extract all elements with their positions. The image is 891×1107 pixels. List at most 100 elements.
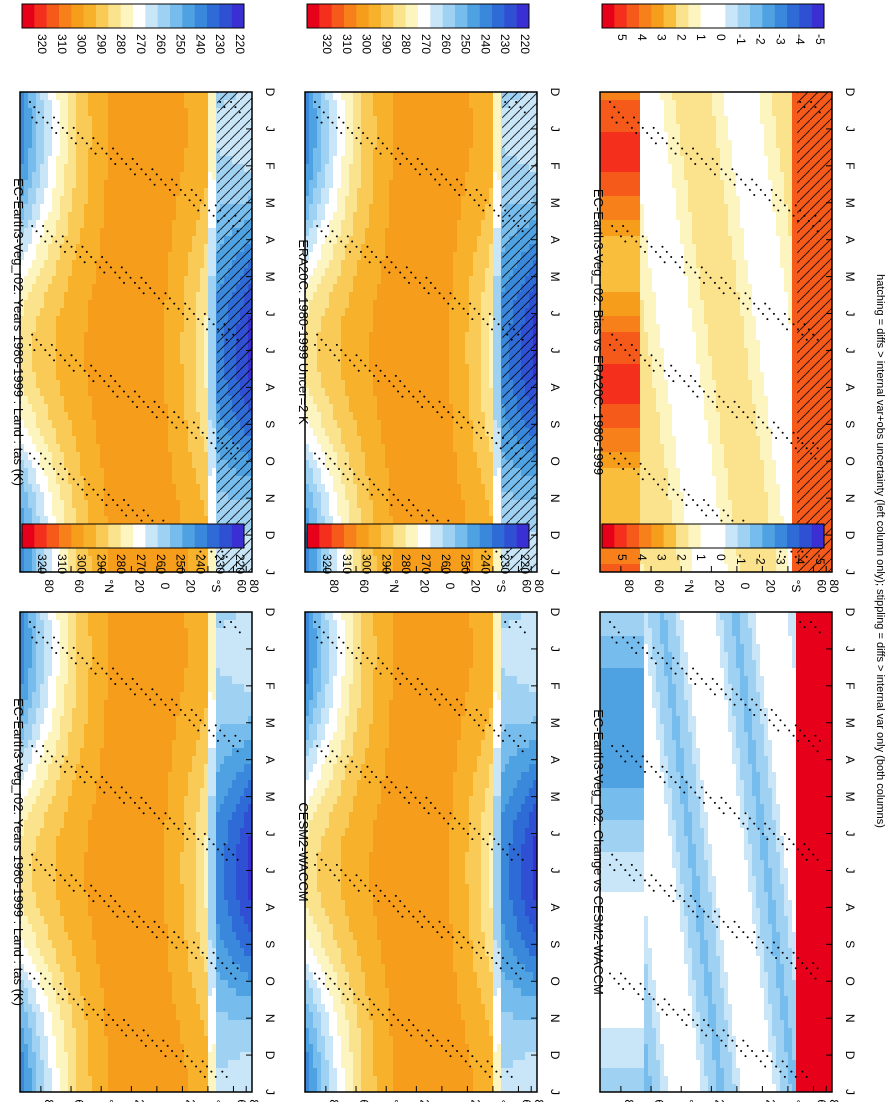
- map-tl: [20, 92, 252, 572]
- map-cell: [140, 332, 144, 340]
- map-cell: [36, 652, 40, 660]
- map-cell: [56, 804, 60, 812]
- map-cell: [212, 484, 216, 492]
- map-cell: [88, 916, 92, 924]
- map-cell: [72, 268, 76, 276]
- map-cell: [200, 356, 204, 364]
- map-cell: [56, 244, 60, 252]
- map-cell: [84, 292, 88, 300]
- map-cell: [176, 284, 180, 292]
- map-cell: [24, 108, 28, 116]
- map-cell: [72, 204, 76, 212]
- map-cell: [196, 444, 200, 452]
- map-cell: [192, 180, 196, 188]
- map-cell: [84, 940, 88, 948]
- stipple-dot: [197, 210, 199, 212]
- map-cell: [212, 356, 216, 364]
- map-cell: [44, 716, 48, 724]
- map-cell: [136, 140, 140, 148]
- map-cell: [168, 340, 172, 348]
- map-cell: [52, 612, 56, 620]
- map-cell: [96, 308, 100, 316]
- map-cell: [188, 220, 192, 228]
- map-cell: [212, 196, 216, 204]
- map-cell: [28, 884, 32, 892]
- map-cell: [116, 316, 120, 324]
- map-cell: [116, 332, 120, 340]
- map-cell: [164, 324, 168, 332]
- stipple-dot: [156, 416, 158, 418]
- panels: 3203103002902802702602502402302208060°N2…: [11, 4, 857, 1102]
- stipple-dot: [162, 303, 164, 305]
- map-cell: [60, 316, 64, 324]
- map-cell: [72, 1084, 76, 1092]
- map-cell: [48, 180, 52, 188]
- map-cell: [92, 276, 96, 284]
- map-cell: [44, 332, 48, 340]
- map-cell: [124, 236, 128, 244]
- colorbar-swatch: [170, 524, 183, 548]
- map-cell: [152, 284, 156, 292]
- map-cell: [88, 772, 92, 780]
- map-cell: [92, 500, 96, 508]
- map-cell: [64, 1028, 68, 1036]
- map-cell: [180, 204, 184, 212]
- map-cell: [208, 196, 212, 204]
- map-cell: [100, 132, 104, 140]
- map-cell: [88, 188, 92, 196]
- map-cell: [140, 252, 144, 260]
- map-cell: [60, 292, 64, 300]
- map-cell: [48, 1004, 52, 1012]
- stipple-dot: [213, 432, 215, 434]
- map-cell: [208, 244, 212, 252]
- colorbar-swatch: [219, 4, 232, 28]
- map-cell: [48, 932, 52, 940]
- map-cell: [40, 444, 44, 452]
- map-cell: [84, 828, 88, 836]
- map-cell: [32, 764, 36, 772]
- map-cell: [36, 868, 40, 876]
- map-cell: [164, 476, 168, 484]
- map-cell: [184, 356, 188, 364]
- map-cell: [40, 140, 44, 148]
- colorbar-swatch: [121, 524, 134, 548]
- map-cell: [44, 300, 48, 308]
- map-cell: [208, 492, 212, 500]
- map-cell: [176, 292, 180, 300]
- map-cell: [84, 396, 88, 404]
- map-cell: [120, 484, 124, 492]
- map-cell: [92, 300, 96, 308]
- map-cell: [120, 100, 124, 108]
- map-cell: [60, 836, 64, 844]
- map-cell: [52, 156, 56, 164]
- map-cell: [96, 172, 100, 180]
- map-cell: [112, 324, 116, 332]
- map-cell: [40, 964, 44, 972]
- map-cell: [56, 1076, 60, 1084]
- map-cell: [80, 892, 84, 900]
- map-cell: [84, 668, 88, 676]
- map-cell: [76, 308, 80, 316]
- map-cell: [208, 476, 212, 484]
- map-cell: [68, 428, 72, 436]
- map-cell: [120, 500, 124, 508]
- map-cell: [32, 876, 36, 884]
- map-cell: [184, 372, 188, 380]
- map-cell: [168, 92, 172, 100]
- map-cell: [148, 324, 152, 332]
- map-cell: [32, 500, 36, 508]
- map-cell: [92, 1036, 96, 1044]
- map-cell: [128, 164, 132, 172]
- map-cell: [44, 708, 48, 716]
- map-cell: [184, 108, 188, 116]
- map-cell: [176, 436, 180, 444]
- map-cell: [68, 716, 72, 724]
- map-cell: [112, 476, 116, 484]
- map-cell: [44, 860, 48, 868]
- map-cell: [104, 476, 108, 484]
- stipple-dot: [71, 137, 73, 139]
- map-cell: [96, 212, 100, 220]
- stipple-dot: [145, 282, 147, 284]
- map-cell: [192, 132, 196, 140]
- map-cell: [168, 252, 172, 260]
